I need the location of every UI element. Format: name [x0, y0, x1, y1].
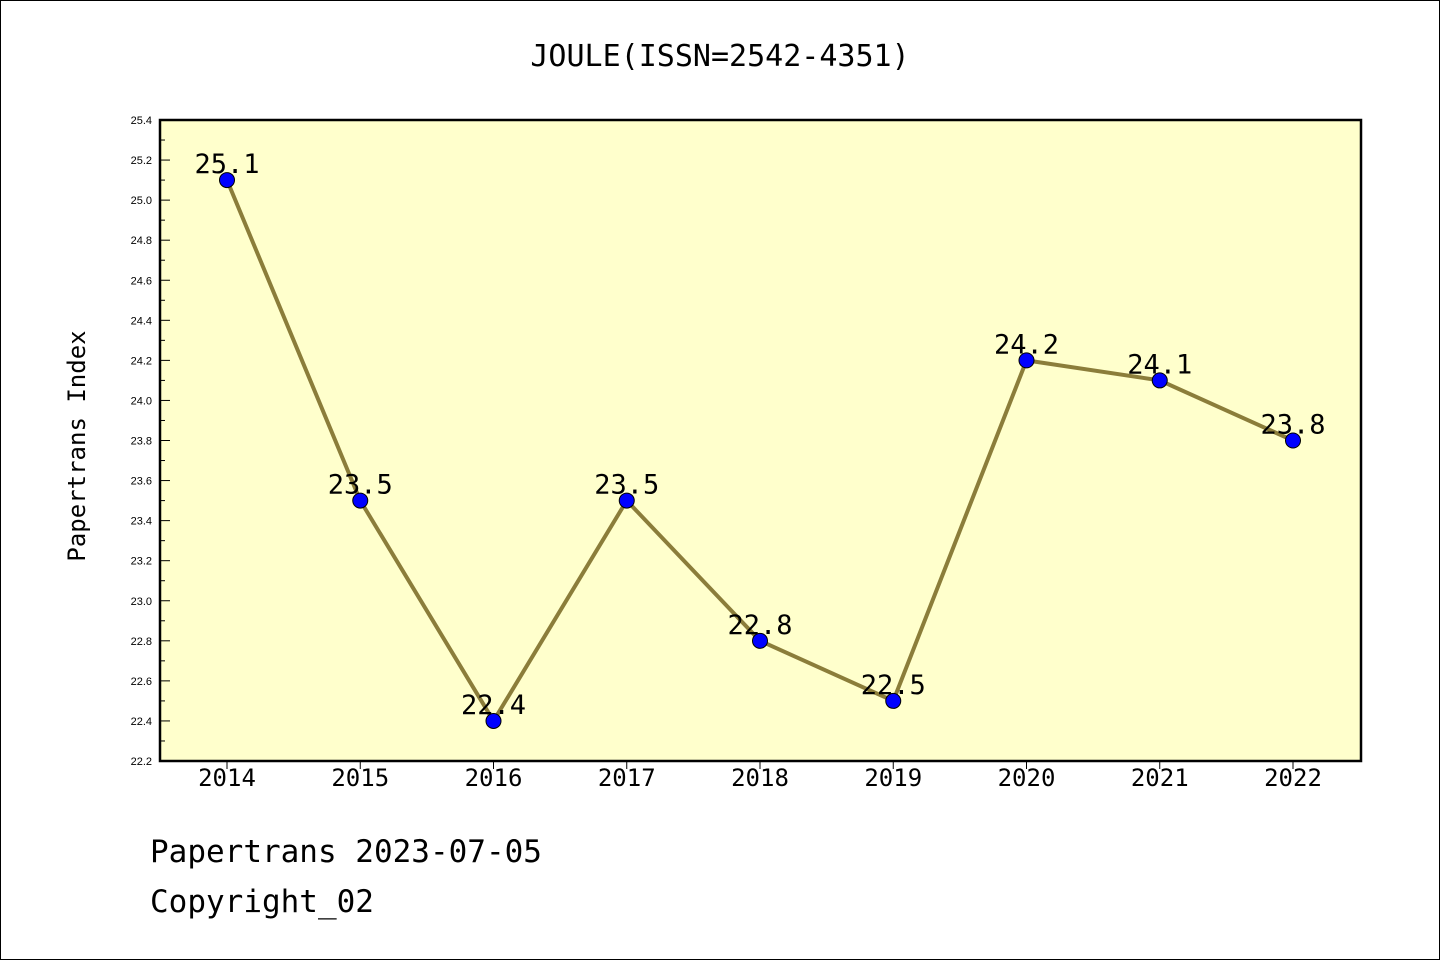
- plot-area: [160, 120, 1361, 761]
- y-tick-label: 22.6: [131, 676, 152, 688]
- data-label: 23.8: [1260, 410, 1325, 441]
- y-tick-label: 25.0: [131, 195, 152, 207]
- y-tick-label: 23.8: [131, 436, 152, 448]
- data-point: [1151, 372, 1168, 389]
- x-tick-label: 2017: [598, 764, 656, 792]
- x-tick-label: 2022: [1264, 764, 1322, 792]
- y-tick-label: 23.6: [131, 476, 152, 488]
- y-tick-label: 22.4: [131, 716, 152, 728]
- chart-title: JOULE(ISSN=2542-4351): [530, 39, 909, 74]
- data-label: 23.5: [594, 470, 659, 501]
- data-point: [219, 172, 235, 189]
- x-tick-label: 2021: [1131, 764, 1189, 792]
- y-tick-label: 22.8: [131, 636, 152, 648]
- data-point: [752, 632, 768, 649]
- data-label: 23.5: [328, 470, 393, 501]
- data-point: [618, 492, 635, 509]
- y-tick-label: 24.4: [131, 315, 152, 327]
- y-tick-label: 24.2: [131, 355, 152, 367]
- y-tick-label: 25.2: [131, 155, 152, 167]
- y-tick-label: 24.6: [131, 275, 152, 287]
- data-label: 22.5: [861, 670, 926, 701]
- x-tick-label: 2015: [331, 764, 389, 792]
- data-label: 22.8: [727, 610, 792, 641]
- x-axis: 2014 2015 2016 2017 2018 2019 2020 2021 2022: [198, 761, 1322, 792]
- y-tick-label: 24.8: [131, 235, 152, 247]
- data-points: [219, 172, 1301, 729]
- x-tick-label: 2018: [731, 764, 789, 792]
- x-tick-label: 2019: [864, 764, 922, 792]
- x-tick-label: 2014: [198, 764, 256, 792]
- y-axis-label: Papertrans Index: [63, 330, 91, 561]
- data-label: 24.1: [1127, 349, 1192, 380]
- x-tick-label: 2016: [465, 764, 523, 792]
- data-point: [352, 492, 369, 509]
- footer-date: Papertrans 2023-07-05: [150, 834, 542, 870]
- footer-copyright: Copyright_02: [150, 884, 374, 920]
- x-tick-label: 2020: [998, 764, 1056, 792]
- y-tick-label: 23.4: [131, 516, 152, 528]
- data-point: [885, 692, 902, 709]
- y-tick-label: 23.0: [131, 596, 152, 608]
- data-point: [1285, 432, 1301, 449]
- data-point: [1018, 352, 1035, 369]
- y-tick-label: 22.2: [131, 756, 152, 768]
- y-axis: 22.2 22.4 22.6 22.8 23.0 23.2 23.4 23.6 23.8 24.0…: [131, 115, 170, 768]
- y-tick-label: 23.2: [131, 556, 152, 568]
- plot-border: [158, 118, 1363, 763]
- y-tick-label: 24.0: [131, 395, 152, 407]
- data-label: 25.1: [194, 149, 259, 180]
- y-tick-label: 25.4: [131, 115, 152, 127]
- data-label: 22.4: [461, 690, 526, 721]
- data-labels: 25.1 23.5 22.4 23.5 22.8 22.5 24.2 24.1 23.8: [194, 149, 1325, 721]
- data-point: [485, 712, 502, 729]
- data-label: 24.2: [994, 329, 1059, 360]
